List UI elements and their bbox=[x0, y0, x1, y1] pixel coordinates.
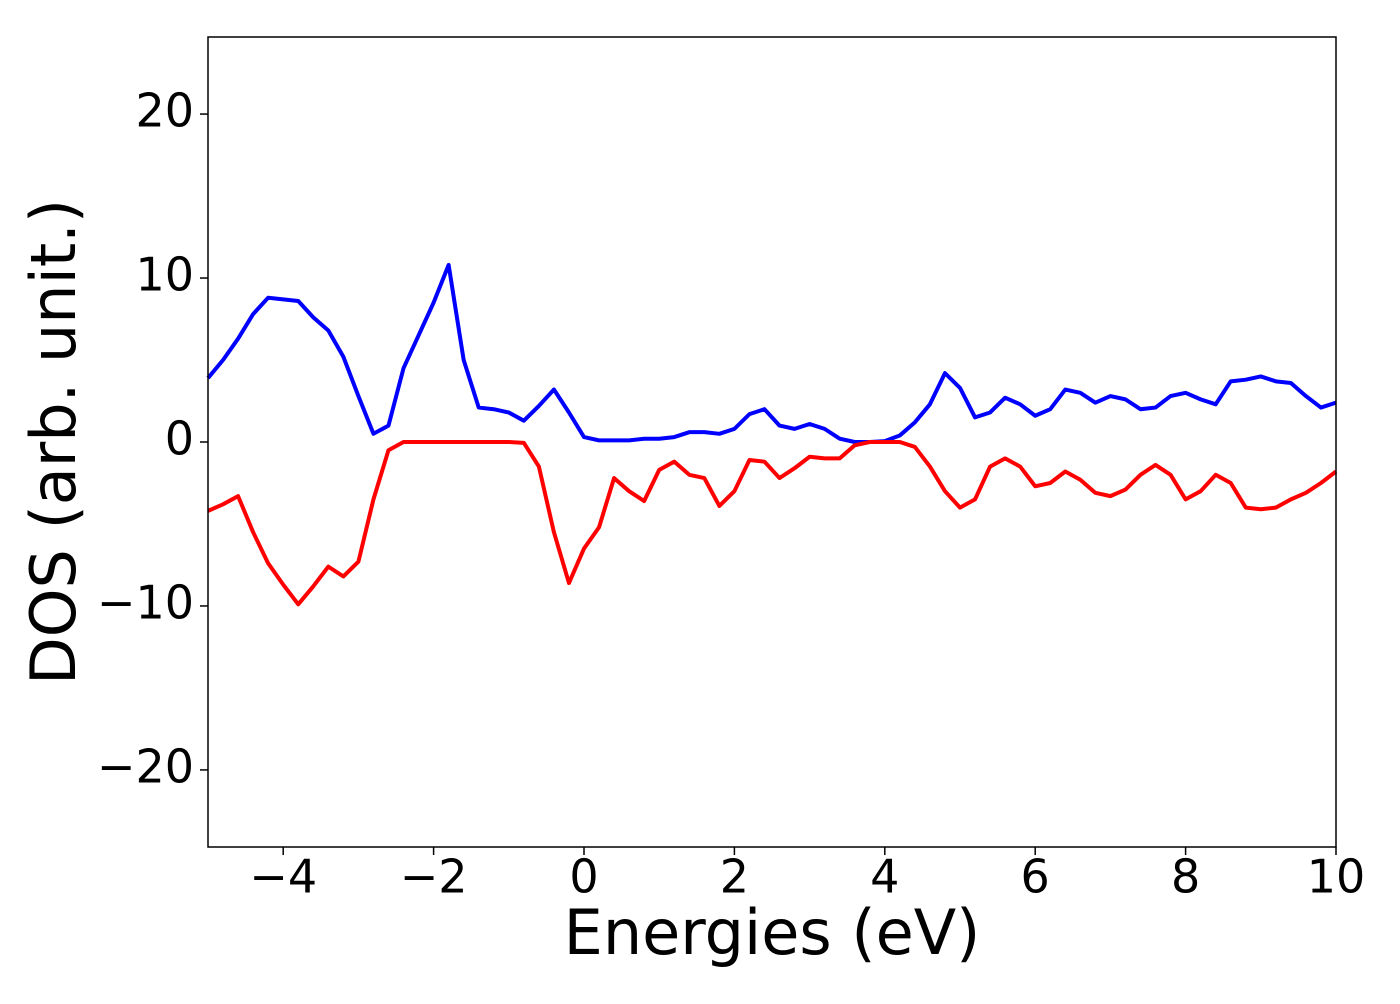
y-tick-label: 20 bbox=[135, 84, 194, 138]
y-tick-label: −20 bbox=[97, 739, 194, 793]
x-tick-label: 0 bbox=[569, 850, 598, 904]
x-tick-label: 2 bbox=[720, 850, 749, 904]
x-axis-label: Energies (eV) bbox=[564, 896, 981, 969]
x-tick-label: 8 bbox=[1171, 850, 1200, 904]
line-series bbox=[206, 262, 1337, 444]
plot-frame bbox=[207, 36, 1337, 848]
x-tick-label: −2 bbox=[400, 850, 468, 904]
x-tick-label: 10 bbox=[1307, 850, 1366, 904]
x-tick-label: 6 bbox=[1021, 850, 1050, 904]
x-tick-label: −4 bbox=[249, 850, 317, 904]
y-tick-label: 10 bbox=[135, 248, 194, 302]
line-series bbox=[207, 440, 1338, 607]
y-axis-label: DOS (arb. unit.) bbox=[17, 199, 90, 685]
y-tick-label: 0 bbox=[165, 412, 194, 466]
x-tick-label: 4 bbox=[870, 850, 899, 904]
y-tick-label: −10 bbox=[97, 575, 194, 629]
